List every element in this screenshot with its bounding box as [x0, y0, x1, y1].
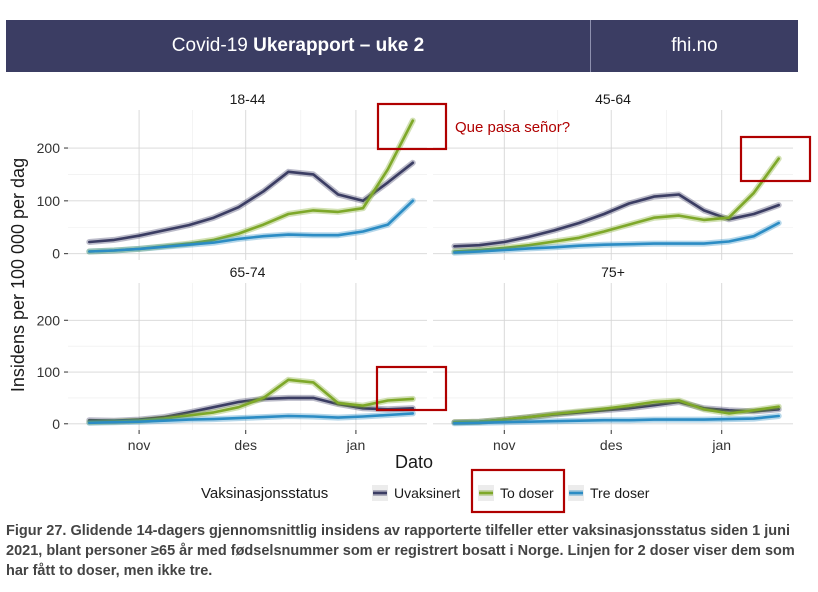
x-tick-label: des: [600, 437, 623, 453]
banner-title: Covid-19 Ukerapport – uke 2: [6, 20, 590, 72]
highlight-box-45-64: [739, 135, 812, 183]
panel-background-45-64: [433, 110, 793, 260]
series-line-18-44-uvaksinert: [88, 161, 415, 244]
x-tick-label: jan: [711, 437, 731, 453]
annotation-text: Que pasa señor?: [455, 119, 570, 136]
highlight-box-legend-to-doser: [470, 468, 566, 514]
series-line-45-64-to-doser: [453, 157, 781, 253]
series-line-18-44-tre-doser: [88, 199, 415, 253]
x-tick-label: des: [234, 437, 257, 453]
legend-label-tre-doser: Tre doser: [590, 485, 650, 501]
banner-site-link[interactable]: fhi.no: [671, 35, 718, 56]
legend-title: Vaksinasjonsstatus: [201, 485, 328, 502]
banner-title-bold: Ukerapport – uke 2: [253, 35, 425, 56]
x-tick-label: jan: [346, 437, 366, 453]
highlight-box-65-74: [375, 365, 448, 412]
highlight-box-18-44: [376, 102, 448, 151]
y-axis-title: Insidens per 100 000 per dag: [8, 158, 28, 392]
y-tick-label: 200: [37, 140, 61, 156]
panel-title-75: 75+: [601, 264, 625, 280]
panel-background-18-44: [68, 110, 427, 260]
y-tick-label: 100: [37, 364, 61, 380]
panel-title-18-44: 18-44: [230, 91, 266, 107]
incidence-chart: 18-44 0 100 200 45-64 65-74 0 100 200 nov des jan 75…: [8, 91, 812, 514]
banner-divider: [590, 20, 591, 72]
panel-title-65-74: 65-74: [230, 264, 266, 280]
series-line-65-74-tre-doser: [88, 412, 415, 425]
legend-label-to-doser: To doser: [500, 485, 554, 501]
figure-caption: Figur 27. Glidende 14-dagers gjennomsnit…: [6, 523, 795, 579]
series-line-45-64-tre-doser: [453, 221, 781, 254]
y-tick-label: 200: [37, 312, 61, 328]
x-tick-label: nov: [128, 437, 151, 453]
y-tick-label: 100: [37, 193, 61, 209]
y-tick-label: 0: [52, 246, 60, 262]
series-line-75-to-doser: [453, 399, 781, 424]
banner-title-prefix: Covid-19: [171, 35, 254, 56]
report-banner: Covid-19 Ukerapport – uke 2 fhi.no: [6, 20, 798, 72]
panel-title-45-64: 45-64: [595, 91, 631, 107]
panel-background-75: [433, 283, 793, 430]
y-tick-label: 0: [52, 416, 60, 432]
legend-label-uvaksinert: Uvaksinert: [394, 485, 460, 501]
x-axis-title: Dato: [395, 452, 433, 472]
series-line-75-tre-doser: [453, 414, 781, 425]
x-tick-label: nov: [493, 437, 516, 453]
